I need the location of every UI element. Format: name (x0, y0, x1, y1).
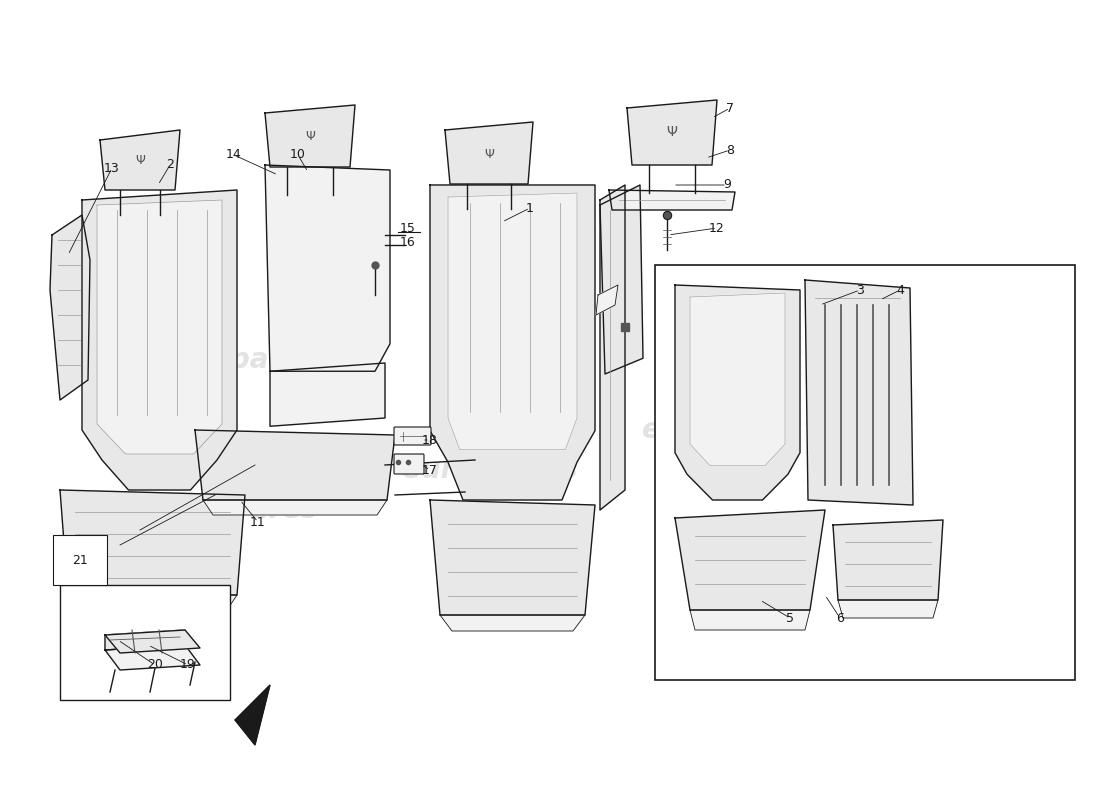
Text: 15: 15 (400, 222, 416, 234)
Text: eurospares: eurospares (403, 456, 578, 484)
Polygon shape (675, 285, 800, 500)
Text: 4: 4 (896, 283, 904, 297)
Text: Ψ: Ψ (484, 149, 494, 162)
Text: 12: 12 (710, 222, 725, 234)
Polygon shape (833, 520, 943, 600)
Polygon shape (97, 200, 222, 454)
Polygon shape (104, 630, 185, 650)
Text: 14: 14 (227, 149, 242, 162)
Polygon shape (100, 130, 180, 190)
Text: eurospares: eurospares (642, 416, 817, 444)
Bar (654, 265, 1075, 680)
Polygon shape (596, 285, 618, 315)
Text: 13: 13 (104, 162, 120, 174)
Polygon shape (430, 185, 595, 500)
Polygon shape (446, 122, 534, 184)
Text: 16: 16 (400, 235, 416, 249)
Text: Ψ: Ψ (667, 125, 678, 139)
Polygon shape (690, 293, 785, 466)
Polygon shape (805, 280, 913, 505)
Text: 5: 5 (786, 611, 794, 625)
Polygon shape (440, 615, 585, 631)
Text: 21: 21 (73, 554, 88, 566)
Polygon shape (675, 510, 825, 610)
Polygon shape (195, 430, 395, 500)
Polygon shape (104, 645, 200, 670)
Polygon shape (204, 500, 387, 515)
Text: eurospares: eurospares (142, 346, 318, 374)
Text: 7: 7 (726, 102, 734, 114)
FancyBboxPatch shape (394, 427, 431, 445)
Text: 20: 20 (147, 658, 163, 671)
Text: 6: 6 (836, 611, 844, 625)
Polygon shape (68, 595, 236, 613)
Polygon shape (60, 490, 245, 595)
Text: 9: 9 (723, 178, 730, 191)
Polygon shape (104, 630, 200, 653)
Text: 11: 11 (250, 515, 266, 529)
Text: 1: 1 (526, 202, 534, 214)
Polygon shape (600, 185, 643, 374)
Text: 2: 2 (166, 158, 174, 171)
Polygon shape (609, 190, 735, 210)
Polygon shape (270, 363, 385, 426)
Text: 17: 17 (422, 463, 438, 477)
Polygon shape (265, 165, 390, 371)
Text: Ψ: Ψ (135, 154, 145, 166)
Text: 19: 19 (180, 658, 196, 671)
Text: 8: 8 (726, 143, 734, 157)
Polygon shape (430, 500, 595, 615)
Polygon shape (265, 105, 355, 167)
FancyBboxPatch shape (394, 454, 424, 474)
Text: 3: 3 (856, 283, 864, 297)
Polygon shape (50, 215, 90, 400)
Polygon shape (82, 190, 237, 490)
Polygon shape (448, 193, 578, 450)
Text: eurospares: eurospares (142, 496, 318, 524)
Polygon shape (690, 610, 810, 630)
Polygon shape (600, 185, 625, 510)
Bar (60, 585, 230, 700)
Text: Ψ: Ψ (305, 130, 315, 142)
Polygon shape (235, 685, 270, 745)
Polygon shape (627, 100, 717, 165)
Text: 10: 10 (290, 149, 306, 162)
Text: 18: 18 (422, 434, 438, 446)
Polygon shape (838, 600, 938, 618)
